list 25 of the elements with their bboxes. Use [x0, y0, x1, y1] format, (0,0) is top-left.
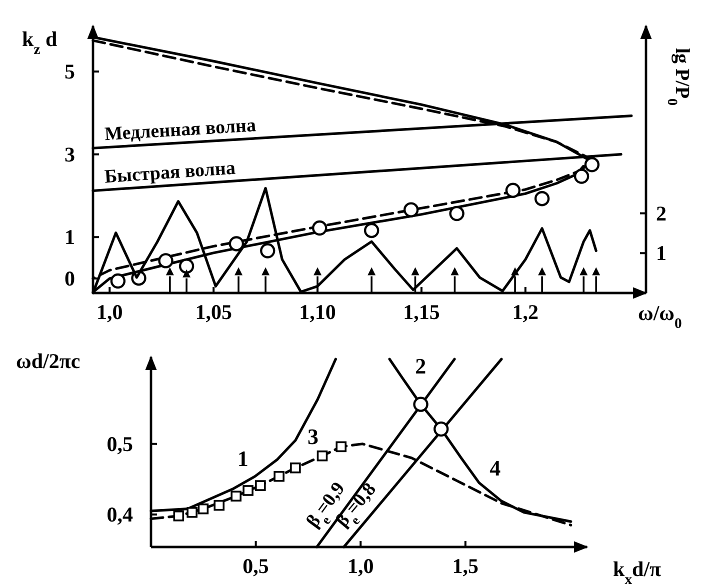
x-tick-label: 1,0 — [347, 554, 374, 578]
y-axis-title: ωd/2πc — [16, 349, 80, 373]
series-label: 3 — [308, 424, 318, 449]
series-label: Быстрая волна — [104, 158, 237, 188]
x-tick-label: 1,15 — [403, 300, 440, 324]
x-tick-label: 1,05 — [195, 300, 232, 324]
series-label: 2 — [415, 354, 426, 379]
y-tick-label: 5 — [64, 60, 75, 84]
y2-tick-label: 2 — [656, 201, 666, 226]
y-tick-label: 0,4 — [106, 502, 134, 527]
y-tick-label: 3 — [64, 142, 75, 166]
y-tick-label: 1 — [64, 225, 75, 250]
x-axis-title: k$_{x}$d/π — [613, 557, 662, 588]
x-tick-label: 1,2 — [512, 300, 539, 324]
x-tick-label: 1,10 — [299, 300, 336, 324]
series-label: 1 — [237, 446, 248, 472]
series-label: 4 — [490, 456, 501, 481]
y-axis-title: k$_{z}$ d — [22, 27, 58, 58]
x-tick-label: 1,0 — [96, 300, 123, 324]
x-tick-label: 0,5 — [242, 554, 269, 578]
y-tick-label: 0 — [64, 266, 75, 291]
y2-tick-label: 1 — [656, 241, 666, 266]
x-tick-label: 1,5 — [452, 554, 479, 578]
x-axis-title: ω/ω$_{0}$ — [638, 301, 682, 332]
series-label: Медленная волна — [104, 115, 258, 146]
